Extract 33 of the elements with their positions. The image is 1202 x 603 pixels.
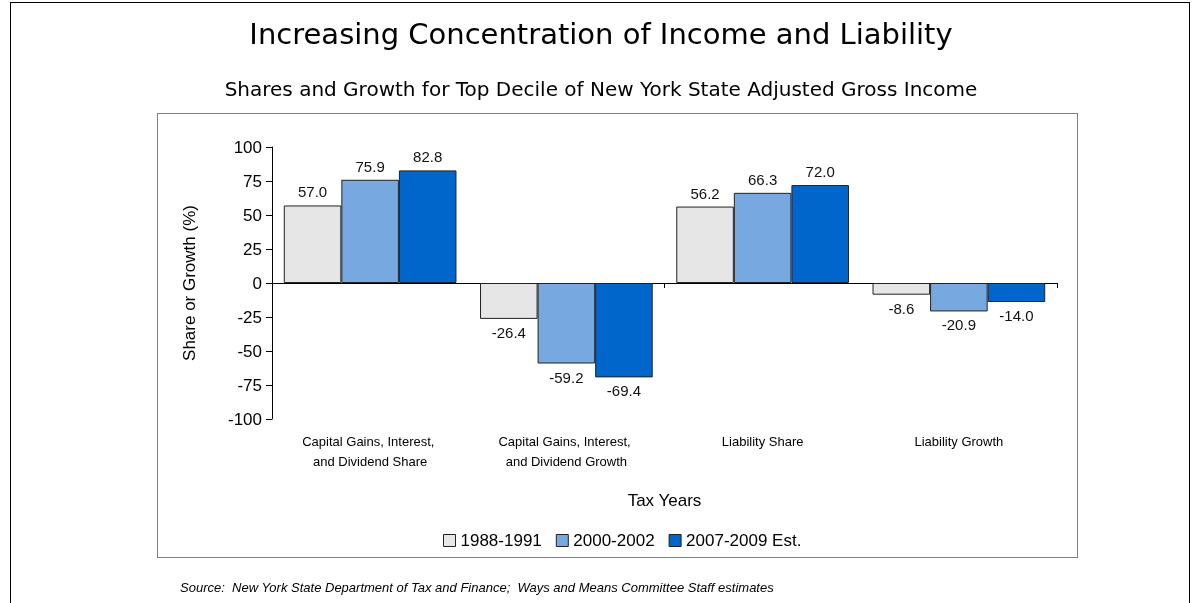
data-label: -69.4: [606, 382, 642, 400]
data-label: 57.0: [297, 183, 328, 201]
y-tick-label: -100: [227, 409, 262, 429]
y-tick-label: -75: [237, 375, 262, 395]
chart-title: Increasing Concentration of Income and Liability: [249, 16, 953, 51]
data-label: 56.2: [690, 184, 720, 202]
y-tick-label: 50: [243, 205, 262, 225]
x-tick-label: Capital Gains, Interest, and Dividend Share: [302, 433, 439, 469]
data-label: 82.8: [413, 148, 443, 166]
x-tick-label: Liability Share: [721, 433, 804, 449]
data-label: -8.6: [888, 299, 915, 317]
y-tick-label: -50: [237, 341, 262, 361]
y-tick-label: 100: [233, 137, 262, 157]
x-tick-label: Liability Growth: [914, 433, 1004, 449]
chart-subtitle: Shares and Growth for Top Decile of New York State Adjusted Gross Income: [224, 77, 978, 101]
y-tick-label: 25: [243, 239, 262, 259]
x-axis-title: Tax Years: [627, 491, 702, 510]
legend-label: 2007-2009 Est.: [686, 531, 802, 550]
data-label: -14.0: [999, 307, 1034, 325]
y-axis-title: Share or Growth (%): [180, 205, 199, 361]
legend-label: 1988-1991: [460, 531, 542, 550]
source-note: Source: New York State Department of Tax and Finance; Ways and Means Committee Staff estimates: [180, 580, 775, 595]
y-tick-label: 0: [252, 273, 262, 293]
data-label: -20.9: [941, 316, 976, 334]
data-label: -26.4: [491, 323, 526, 341]
legend-label: 2000-2002: [573, 531, 655, 550]
data-label: -59.2: [549, 368, 584, 386]
data-label: 66.3: [748, 170, 778, 188]
y-tick-label: -25: [237, 307, 262, 327]
data-label: 75.9: [355, 157, 385, 175]
y-tick-label: 75: [243, 171, 262, 191]
x-tick-label: Capital Gains, Interest, and Dividend Growth: [498, 433, 635, 469]
data-label: 72.0: [805, 163, 835, 181]
